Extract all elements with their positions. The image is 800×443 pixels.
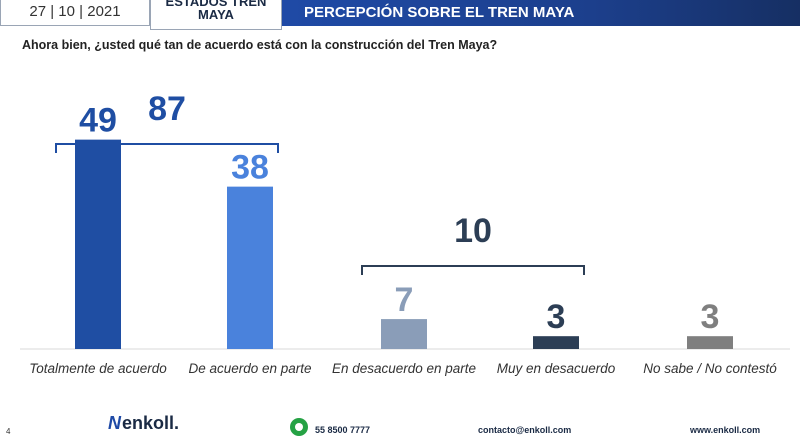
category-label-0: Totalmente de acuerdo [29,361,167,376]
group-total-label-1: 10 [454,212,492,250]
contact-phone: 55 8500 7777 [315,425,371,435]
survey-question: Ahora bien, ¿usted qué tan de acuerdo es… [22,38,498,52]
category-label-2: En desacuerdo en parte [332,361,476,376]
group-bracket-0 [55,143,279,153]
bar-0 [75,139,121,349]
section-tab[interactable]: ESTADOS TREN MAYA [150,0,282,30]
category-label-3: Muy en desacuerdo [497,361,616,376]
contact-website[interactable]: www.enkoll.com [690,425,761,435]
bar-chart: 49 Totalmente de acuerdo 38 De acuerdo en p… [0,60,800,390]
header: 27 | 10 | 2021 ESTADOS TREN MAYA PERCEPC… [0,0,800,30]
data-label-2: 7 [395,281,414,319]
section-tab-line2: MAYA [198,7,234,22]
section-tab-line1: ESTADOS TREN [165,0,267,9]
enkoll-logo: Nenkoll. [108,413,179,434]
bar-1 [227,186,273,349]
data-label-4: 3 [701,298,720,336]
group-total-label-0: 87 [148,90,186,128]
category-label-4: No sabe / No contestó [643,361,777,376]
category-label-1: De acuerdo en parte [188,361,311,376]
logo-mark-icon: N [108,413,121,433]
whatsapp-icon [290,418,308,436]
bar-2 [381,319,427,349]
bar-3 [533,336,579,349]
page-title: PERCEPCIÓN SOBRE EL TREN MAYA [282,0,800,26]
logo-text: enkoll. [122,413,180,433]
page-number: 4 [6,427,11,436]
group-bracket-1 [361,265,585,275]
chart-svg: 49 Totalmente de acuerdo 38 De acuerdo en p… [20,90,790,376]
data-label-3: 3 [547,298,566,336]
data-label-1: 38 [231,149,269,187]
contact-email[interactable]: contacto@enkoll.com [478,425,572,435]
footer: 4 Nenkoll. 55 8500 7777 contacto@enkoll.… [0,405,800,443]
date-label: 27 | 10 | 2021 [0,0,150,26]
data-label-0: 49 [79,102,117,140]
bar-4 [687,336,733,349]
